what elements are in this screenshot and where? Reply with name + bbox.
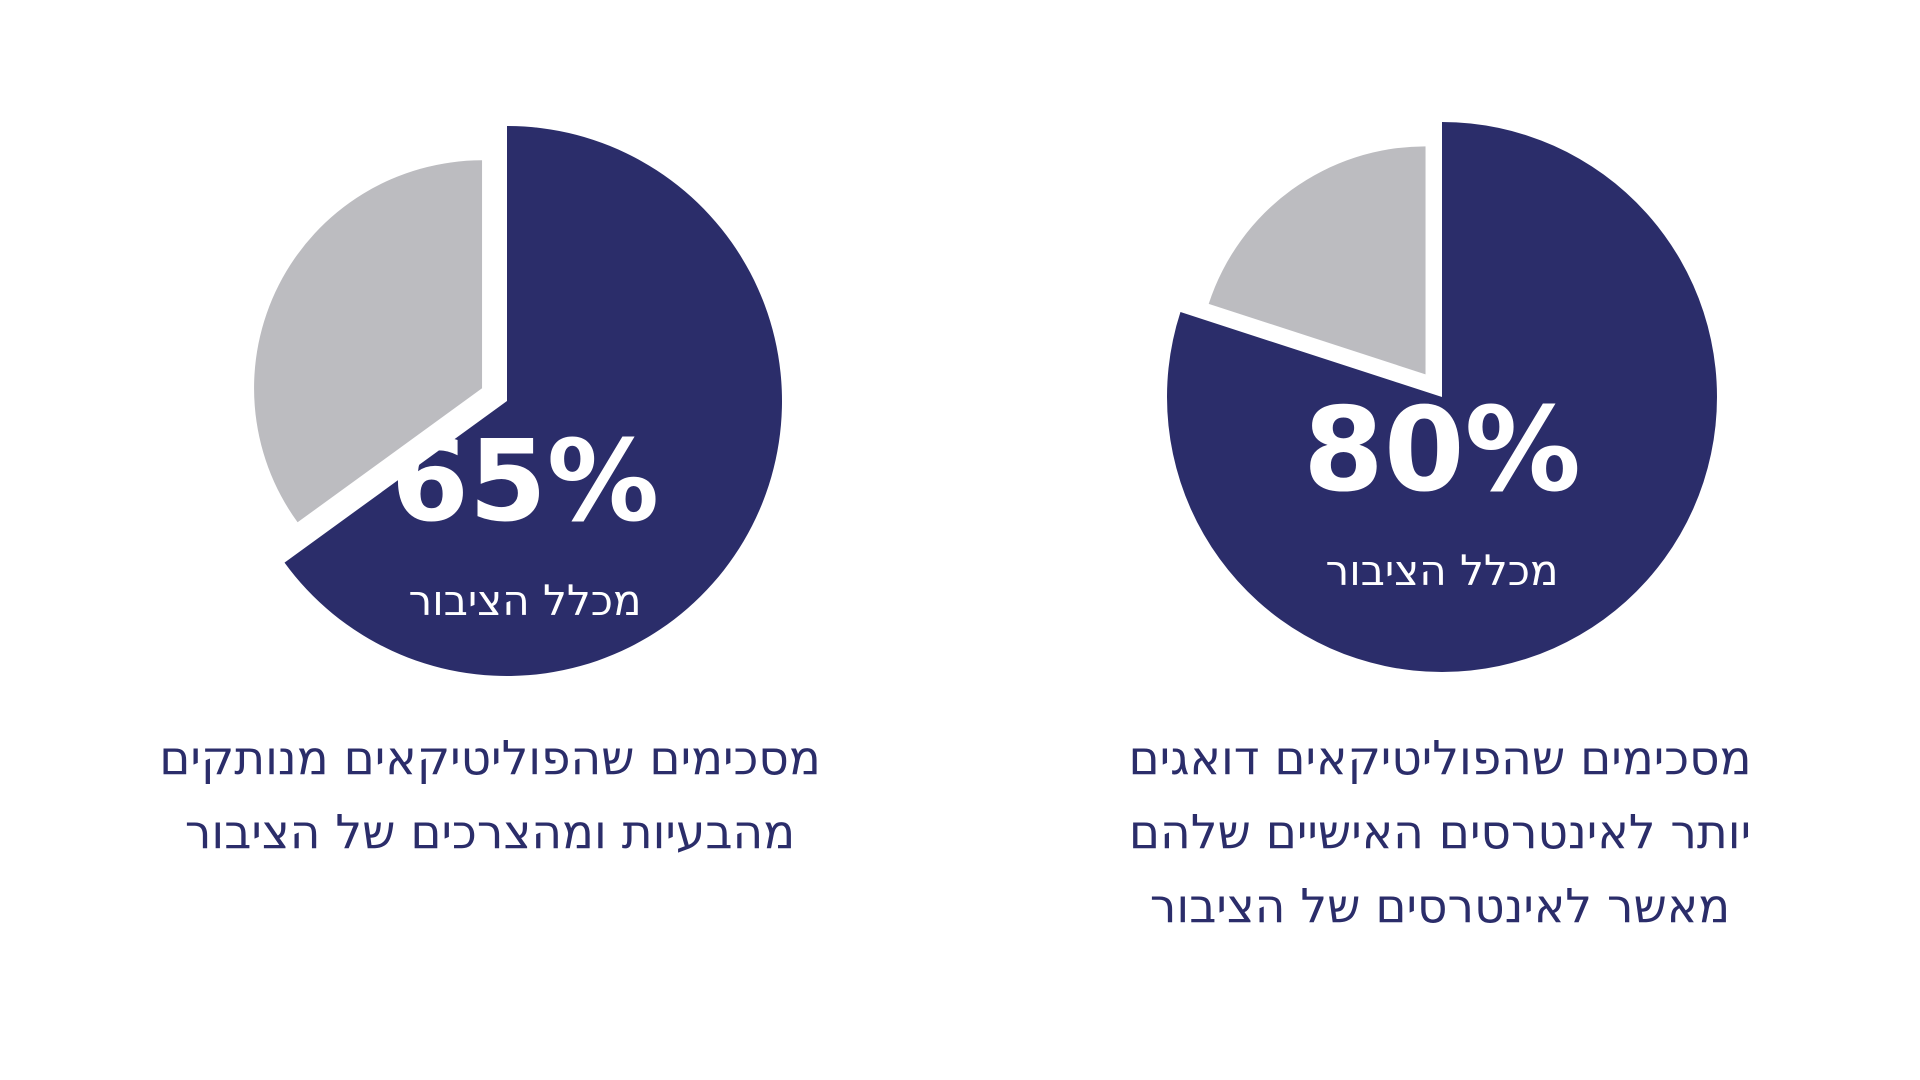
percentage-value: 65% [391, 417, 659, 547]
pie-chart-svg: 80% מכלל הציבור [1167, 122, 1718, 672]
pie-chart-svg: 65% מכלל הציבור [254, 126, 783, 676]
pie-slice-rest [1208, 146, 1426, 375]
caption-line: יותר לאינטרסים האישיים שלהם [1128, 805, 1752, 860]
caption-line: מסכימים שהפוליטיקאים דואגים [1128, 731, 1752, 786]
pie-slice-rest [254, 160, 483, 523]
pie-chart-80: 80% מכלל הציבור [1160, 115, 1720, 695]
caption-65: מסכימים שהפוליטיקאים מנותקים מהבעיות ומה… [110, 722, 870, 870]
caption-line: מאשר לאינטרסים של הציבור [1149, 879, 1731, 934]
caption-line: מסכימים שהפוליטיקאים מנותקים [159, 731, 821, 786]
percentage-sublabel: מכלל הציבור [1325, 546, 1558, 595]
caption-line: מהבעיות ומהצרכים של הציבור [184, 805, 796, 860]
caption-80: מסכימים שהפוליטיקאים דואגים יותר לאינטרס… [1060, 722, 1820, 944]
percentage-sublabel: מכלל הציבור [408, 576, 641, 625]
percentage-value: 80% [1303, 383, 1581, 518]
pie-slice-main [284, 126, 783, 676]
pie-chart-65: 65% מכלל הציבור [225, 115, 785, 695]
pie-slice-main [1167, 122, 1718, 672]
